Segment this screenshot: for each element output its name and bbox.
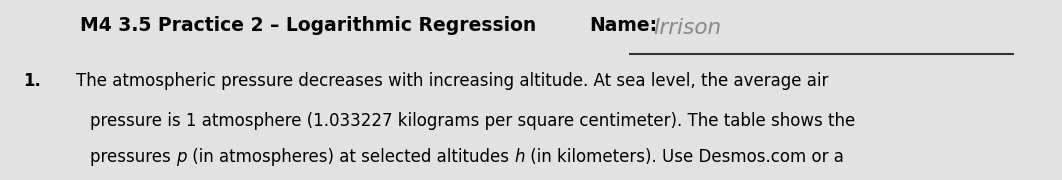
Text: (in atmospheres) at selected altitudes: (in atmospheres) at selected altitudes	[187, 148, 514, 166]
Text: h: h	[514, 148, 525, 166]
Text: pressure is 1 atmosphere (1.033227 kilograms per square centimeter). The table s: pressure is 1 atmosphere (1.033227 kilog…	[90, 112, 856, 130]
Text: 1.: 1.	[23, 72, 41, 90]
Text: pressures: pressures	[90, 148, 176, 166]
Text: The atmospheric pressure decreases with increasing altitude. At sea level, the a: The atmospheric pressure decreases with …	[76, 72, 828, 90]
Text: (in kilometers). Use Desmos.com or a: (in kilometers). Use Desmos.com or a	[525, 148, 843, 166]
Text: Irrison: Irrison	[653, 18, 721, 38]
Text: M4 3.5 Practice 2 – Logarithmic Regression: M4 3.5 Practice 2 – Logarithmic Regressi…	[80, 16, 536, 35]
Text: Name:: Name:	[589, 16, 657, 35]
Text: p: p	[176, 148, 187, 166]
